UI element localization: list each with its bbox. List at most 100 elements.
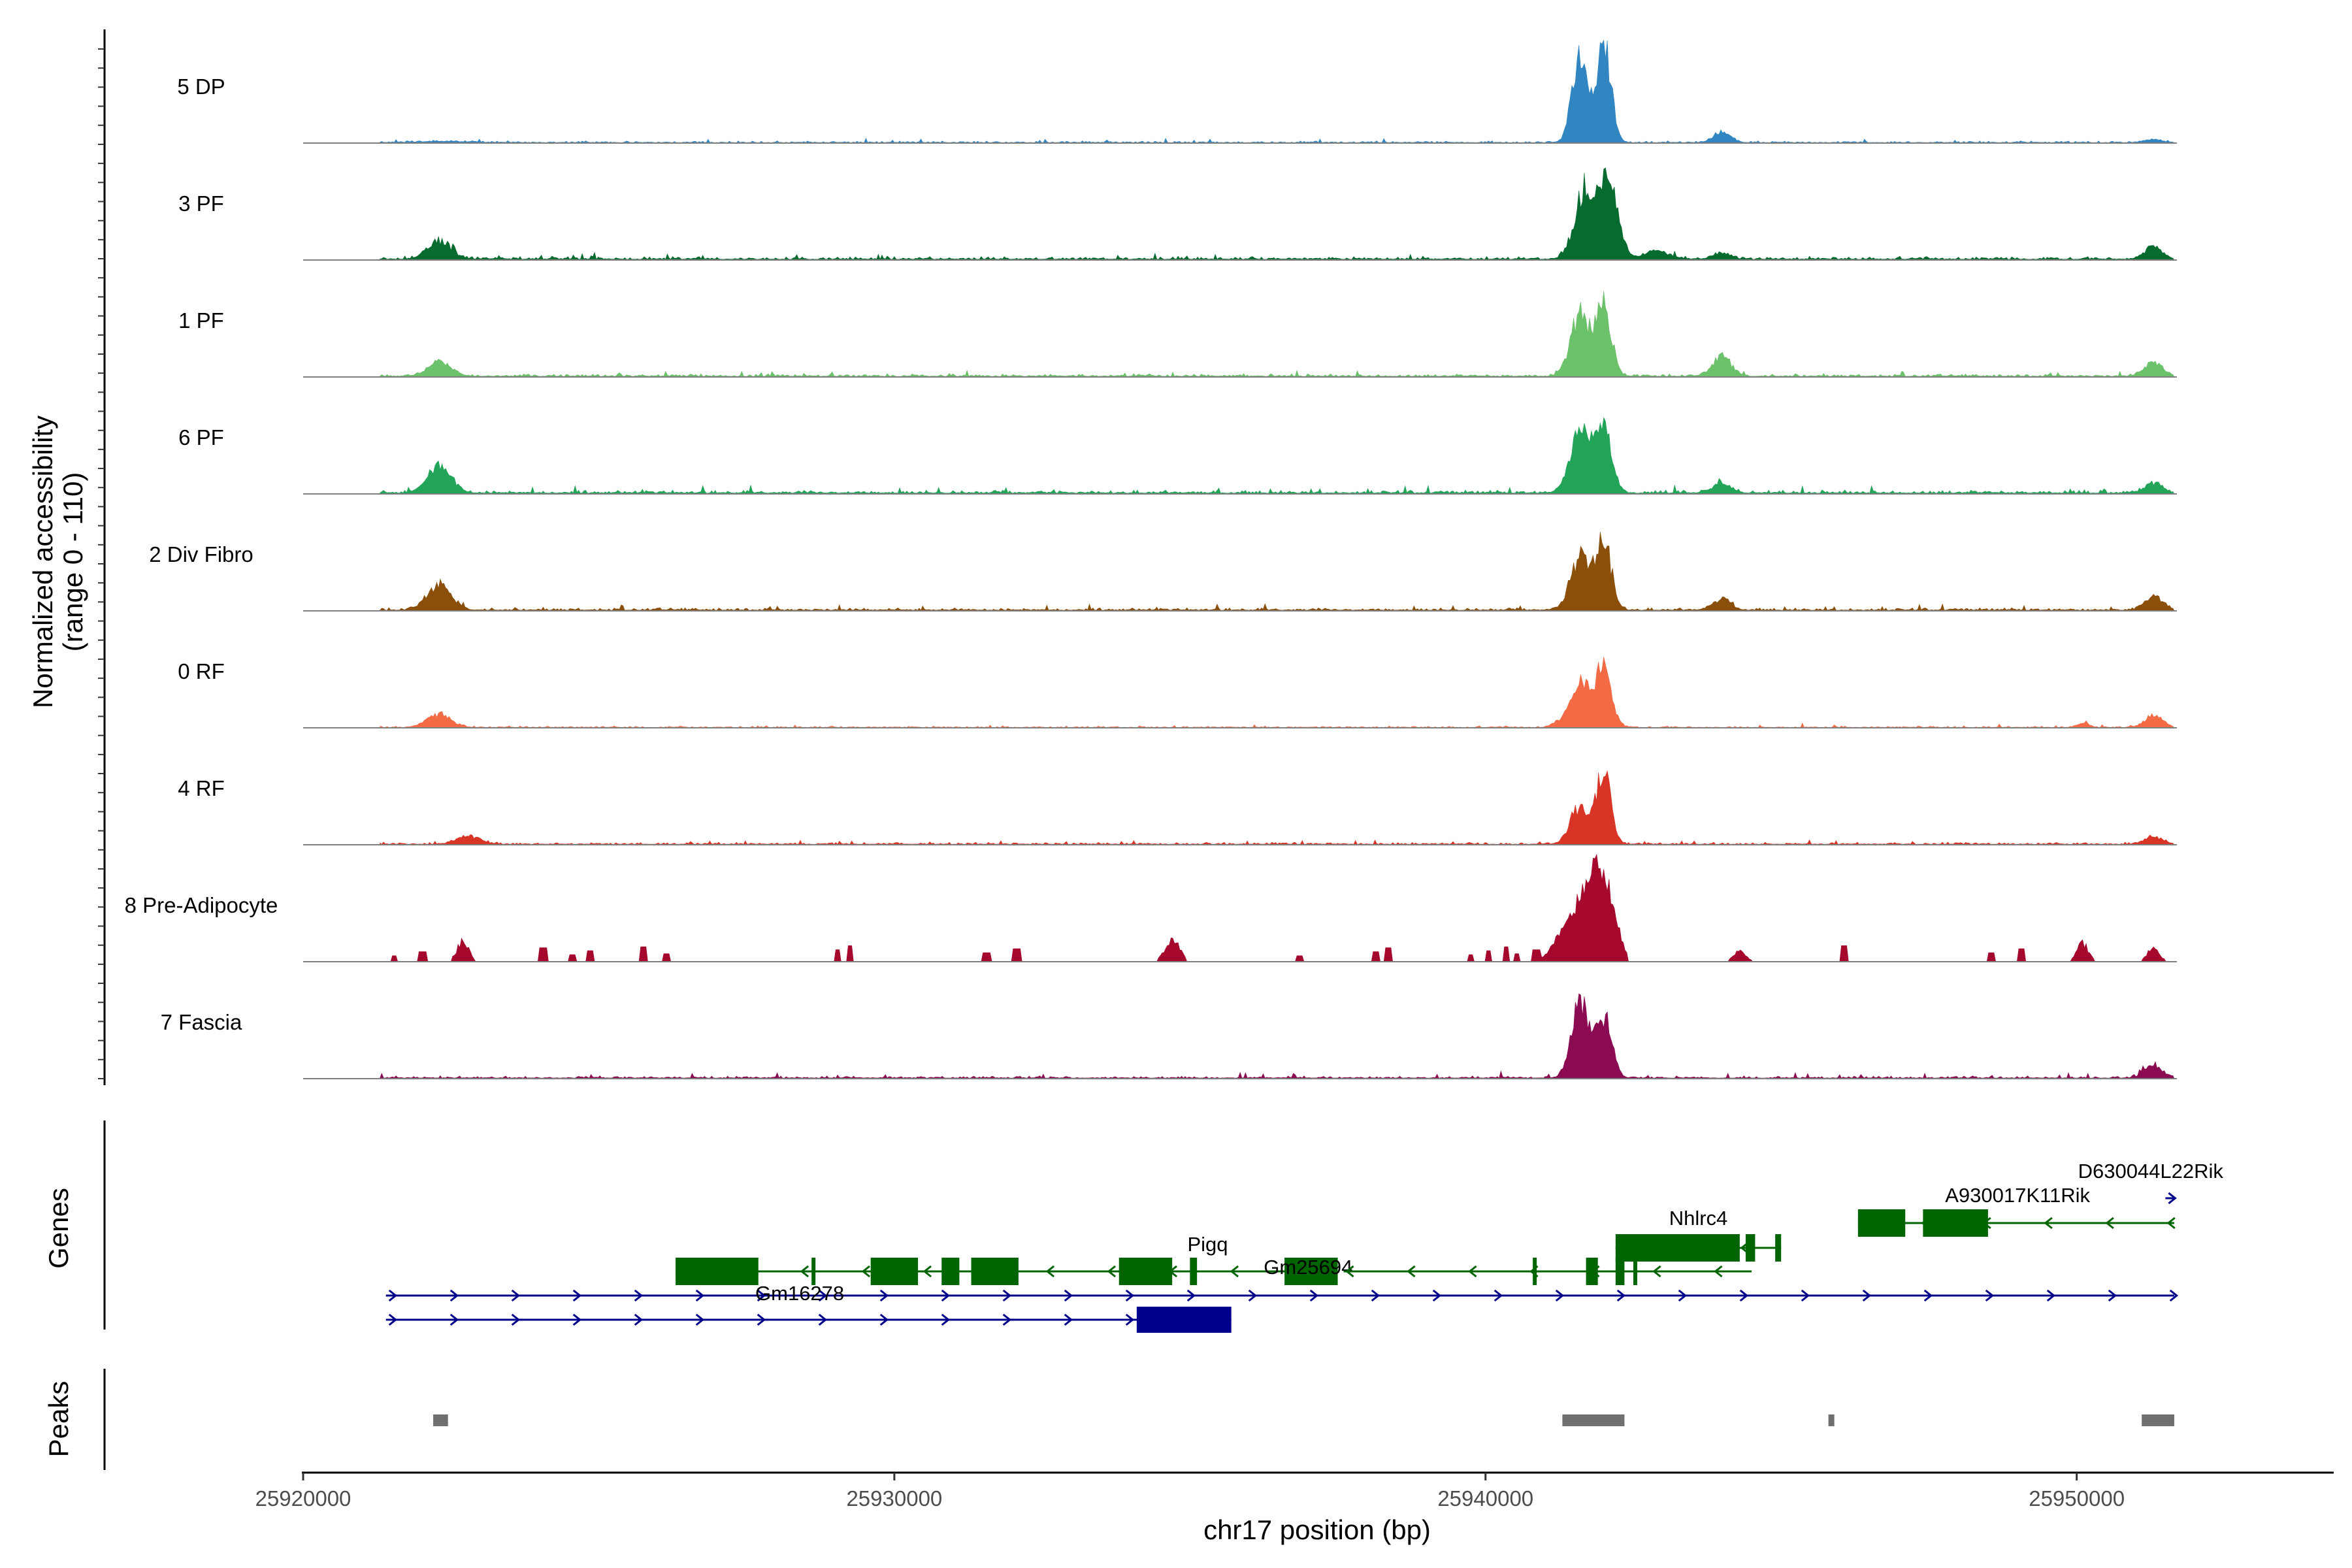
peaks-panel [103,1369,2174,1470]
track-label: 5 DP [177,74,225,99]
x-tick-label: 25930000 [846,1486,942,1511]
strand-arrow [1002,1289,1012,1302]
genes-panel-title: Genes [43,1188,74,1269]
gene-exon [1615,1258,1625,1285]
strand-arrow [1107,1265,1117,1278]
strand-arrow [757,1289,766,1302]
track-2-div-fibro: 2 Div Fibro [149,531,2177,612]
strand-arrow [1248,1289,1258,1302]
strand-arrow [572,1313,582,1326]
coverage-tracks: 5 DP 3 PF 1 PF 6 PF 2 Div Fibro 0 RF 4 RF 8 Pre… [125,39,2177,1079]
track-1-pf: 1 PF [178,291,2177,378]
strand-arrow [1468,1265,1477,1278]
strand-arrow [2169,1289,2179,1302]
strand-arrow [695,1313,705,1326]
track-8-pre-adipocyte: 8 Pre-Adipocyte [125,853,2177,962]
gene-exon [1284,1258,1338,1285]
gene-exon [1136,1307,1232,1333]
track-label: 7 Fascia [161,1010,242,1034]
strand-arrow [511,1313,521,1326]
peak-region [1562,1414,1625,1426]
gene-exon [870,1258,919,1285]
track-signal [380,39,2175,144]
track-signal [380,417,2175,495]
gene-gm25694: Gm25694 [1264,1256,1352,1279]
strand-arrow [1045,1265,1055,1278]
gene-exon [971,1258,1019,1285]
track-signal [380,853,2174,962]
strand-arrow [941,1289,951,1302]
strand-arrow [941,1313,951,1326]
strand-arrow [1985,1289,1995,1302]
strand-arrow [695,1289,705,1302]
gene-pigq: Pigq [676,1233,1338,1285]
strand-arrow [1494,1289,1503,1302]
strand-arrow [1652,1265,1661,1278]
strand-arrow [1186,1289,1196,1302]
gene-exon [1857,1209,1906,1237]
gene-label: Nhlrc4 [1669,1207,1728,1230]
gene-exon [941,1258,960,1285]
gene-exon [1633,1258,1637,1285]
gene-exon [1533,1258,1537,1285]
track-7-fascia: 7 Fascia [161,993,2177,1079]
strand-arrow [800,1265,809,1278]
strand-arrow [2166,1217,2176,1230]
gene-exon [1745,1234,1756,1262]
strand-arrow [449,1313,459,1326]
strand-arrow [1309,1289,1319,1302]
strand-arrow [634,1313,644,1326]
strand-arrow [879,1289,889,1302]
track-signal [380,770,2175,845]
strand-arrow [1862,1289,1872,1302]
strand-arrow [2168,1192,2177,1205]
strand-arrow [1125,1289,1135,1302]
strand-arrow [1064,1289,1073,1302]
x-tick-label: 25940000 [1437,1486,1533,1511]
x-axis: 25920000 25930000 25940000 25950000 [255,1471,2334,1511]
strand-arrow [1345,1265,1354,1278]
strand-arrow [818,1313,828,1326]
strand-arrow [1371,1289,1380,1302]
gene-label: A930017K11Rik [1945,1184,2090,1207]
strand-arrow [388,1289,398,1302]
track-signal [380,167,2175,261]
strand-arrow [2105,1217,2114,1230]
strand-arrow [923,1265,932,1278]
track-3-pf: 3 PF [178,167,2177,261]
y-axis [98,29,106,1085]
strand-arrow [1555,1289,1565,1302]
gene-d630044l22rik: D630044L22Rik [2078,1160,2224,1205]
strand-arrow [572,1289,582,1302]
gene-gm16278: Gm16278 [385,1282,2179,1305]
strand-arrow [861,1265,871,1278]
strand-arrow [1002,1313,1012,1326]
y-axis-title-line1: Normalized accessibility [27,416,58,708]
strand-arrow [1125,1313,1135,1326]
x-axis-title: chr17 position (bp) [1203,1514,1431,1545]
track-label: 8 Pre-Adipocyte [125,893,278,917]
peak-region [2142,1414,2174,1426]
gene-exon [1119,1258,1173,1285]
x-tick-label: 25920000 [255,1486,351,1511]
strand-arrow [1616,1289,1626,1302]
track-signal [380,993,2175,1079]
track-label: 2 Div Fibro [149,542,253,566]
gene-a930017k11rik: A930017K11Rik [1857,1184,2176,1237]
x-tick-label: 25950000 [2029,1486,2125,1511]
track-0-rf: 0 RF [178,657,2177,728]
strand-arrow [1678,1289,1688,1302]
track-label: 6 PF [178,425,224,449]
track-signal [380,657,2175,728]
gene-label: D630044L22Rik [2078,1160,2224,1183]
strand-arrow [879,1313,889,1326]
strand-arrow [449,1289,459,1302]
track-signal [380,291,2175,378]
strand-arrow [1432,1289,1442,1302]
gene-gm16278-inner- [385,1307,1232,1333]
peaks-panel-title: Peaks [43,1381,74,1458]
track-signal [380,531,2175,612]
track-4-rf: 4 RF [178,770,2177,845]
strand-arrow [2108,1289,2117,1302]
strand-arrow [1064,1313,1073,1326]
